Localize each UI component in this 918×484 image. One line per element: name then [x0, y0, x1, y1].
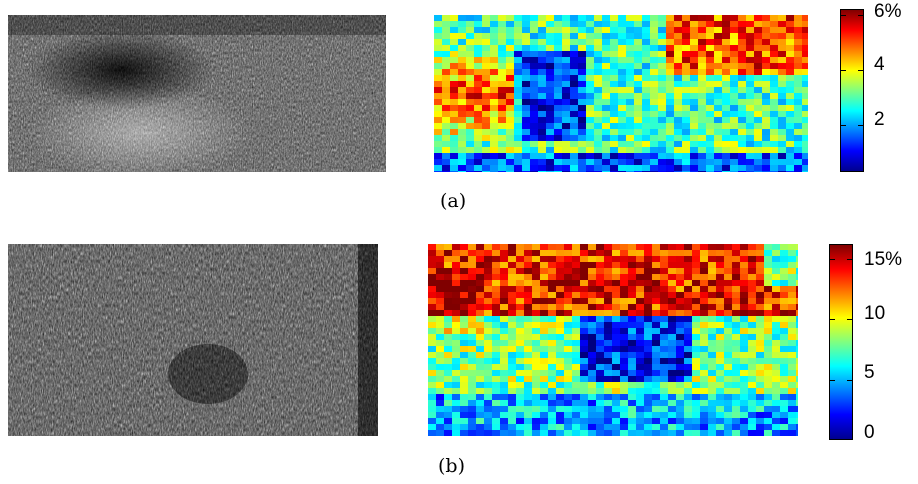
colorbar-tick	[858, 125, 864, 127]
colorbar-tick	[829, 319, 835, 320]
colorbar-b-tick-label: 10	[864, 303, 886, 324]
colorbar-tick	[847, 379, 853, 381]
bmode-ultrasound-image-a	[8, 15, 386, 172]
panel-a-caption: (a)	[440, 190, 467, 212]
panel-b-caption: (b)	[438, 455, 465, 477]
strain-colormap-image-a	[434, 15, 808, 172]
colorbar-tick	[840, 125, 846, 127]
colorbar-b	[829, 244, 853, 440]
colorbar-b-tick-label: 15%	[864, 249, 903, 270]
colorbar-tick	[847, 439, 853, 440]
colorbar-tick	[847, 258, 853, 260]
colorbar-tick	[829, 439, 835, 440]
colorbar-tick	[858, 69, 864, 71]
bmode-ultrasound-image-b	[8, 244, 378, 436]
colorbar-tick	[840, 14, 846, 16]
colorbar-a	[840, 9, 864, 172]
colorbar-tick	[847, 319, 853, 320]
colorbar-tick	[858, 14, 864, 16]
colorbar-tick	[829, 258, 835, 260]
colorbar-tick	[829, 379, 835, 381]
colorbar-a-tick-label: 6%	[874, 1, 902, 22]
strain-colormap-image-b	[428, 244, 798, 436]
colorbar-tick	[840, 69, 846, 71]
colorbar-a-tick-label: 4	[874, 54, 885, 75]
colorbar-b-tick-label: 0	[864, 422, 875, 443]
colorbar-b-tick-label: 5	[864, 362, 875, 383]
colorbar-a-tick-label: 2	[874, 109, 885, 130]
